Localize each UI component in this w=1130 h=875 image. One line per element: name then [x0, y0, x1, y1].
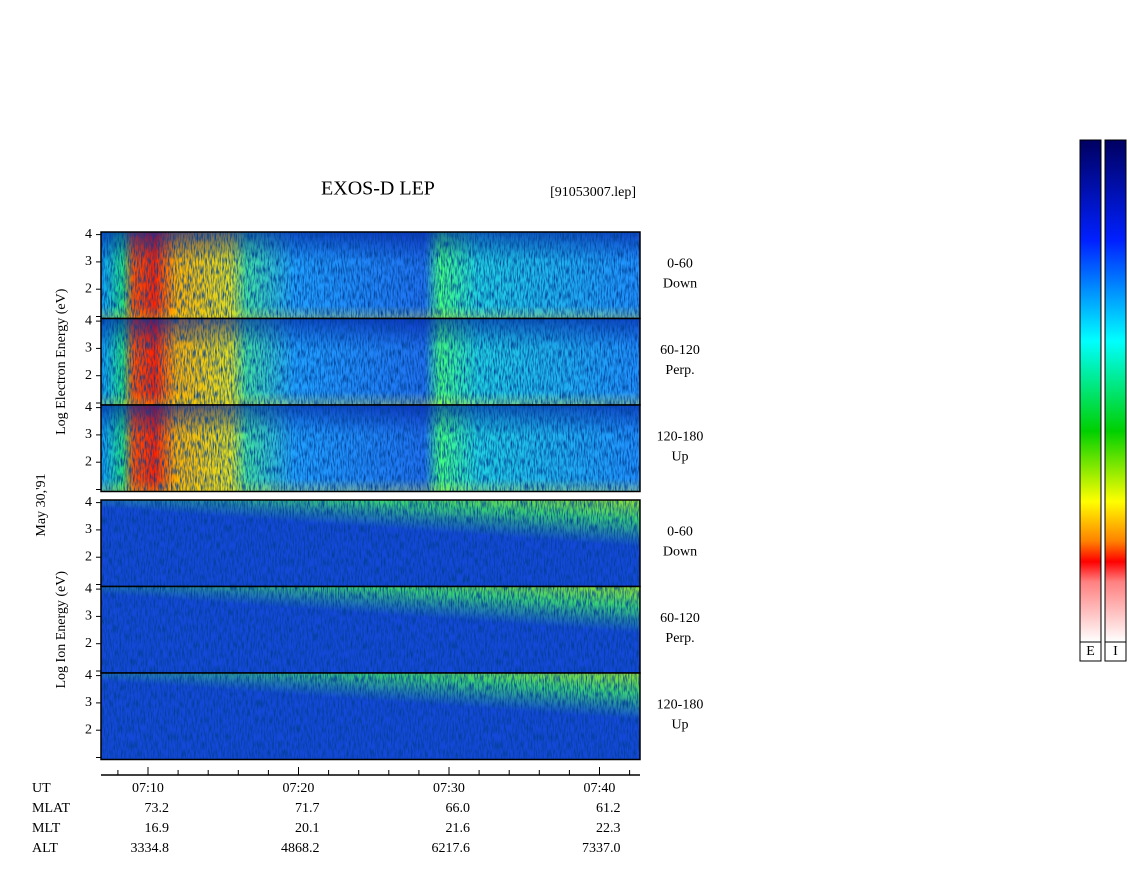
row-value: 6217.6: [432, 841, 471, 856]
panel-frame: [100, 672, 641, 761]
energy-tick-label: 4: [85, 313, 92, 328]
energy-tick-label: 3: [85, 341, 92, 356]
color-bar-label-box: [1104, 641, 1127, 662]
row-value: 73.2: [145, 801, 170, 816]
row-value: 66.0: [446, 801, 471, 816]
energy-tick-label: 3: [85, 522, 92, 537]
energy-tick-label: 4: [85, 581, 92, 596]
row-value: 61.2: [596, 801, 621, 816]
row-name: UT: [32, 781, 51, 796]
pitch-angle: 0-60: [667, 256, 693, 271]
pitch-angle: 60-120: [660, 611, 700, 626]
row-value: 71.7: [295, 801, 320, 816]
energy-tick-label: 4: [85, 495, 92, 510]
energy-tick-label: 2: [85, 454, 92, 469]
time-label: 07:10: [132, 781, 164, 796]
spectrogram-noise: [101, 673, 640, 760]
date: May 30,'91: [34, 473, 49, 536]
panel-frame: [100, 404, 641, 493]
direction: Up: [671, 717, 688, 732]
spectrogram-noise: [101, 318, 640, 405]
color-bar: [1079, 139, 1102, 643]
energy-tick-label: 3: [85, 427, 92, 442]
spectrogram-noise: [101, 232, 640, 319]
direction: Perp.: [665, 631, 694, 646]
direction: Down: [663, 276, 697, 291]
spectrogram-noise: [101, 405, 640, 492]
energy-tick-label: 3: [85, 695, 92, 710]
energy-tick-label: 2: [85, 549, 92, 564]
energy-tick-label: 2: [85, 636, 92, 651]
spectrogram-noise: [101, 586, 640, 673]
energy-tick-label: 2: [85, 281, 92, 296]
direction: Perp.: [665, 363, 694, 378]
row-value: 16.9: [145, 821, 170, 836]
row-value: 7337.0: [582, 841, 621, 856]
energy-tick-label: 4: [85, 227, 92, 242]
title: EXOS-D LEP: [321, 178, 435, 200]
direction: Down: [663, 544, 697, 559]
direction: Up: [671, 449, 688, 464]
energy-tick-label: 3: [85, 254, 92, 269]
pitch-angle: 120-180: [657, 697, 704, 712]
row-value: 21.6: [446, 821, 471, 836]
row-value: 20.1: [295, 821, 320, 836]
color-bar-label: E: [1086, 644, 1095, 659]
row-name: MLAT: [32, 801, 71, 816]
axis-label: Log Electron Energy (eV): [54, 288, 69, 435]
energy-tick-label: 4: [85, 668, 92, 683]
time-label: 07:20: [283, 781, 315, 796]
pitch-angle: 60-120: [660, 343, 700, 358]
pitch-angle: 120-180: [657, 429, 704, 444]
energy-tick-label: 2: [85, 368, 92, 383]
color-bar-label-box: [1079, 641, 1102, 662]
time-label: 07:40: [584, 781, 616, 796]
spectrogram-noise: [101, 500, 640, 587]
row-value: 22.3: [596, 821, 621, 836]
row-value: 4868.2: [281, 841, 320, 856]
energy-tick-label: 3: [85, 609, 92, 624]
pitch-angle: 0-60: [667, 524, 693, 539]
time-label: 07:30: [433, 781, 465, 796]
row-name: MLT: [32, 821, 61, 836]
row-name: ALT: [32, 841, 58, 856]
energy-tick-label: 2: [85, 722, 92, 737]
row-value: 3334.8: [131, 841, 170, 856]
file-name: [91053007.lep]: [550, 185, 636, 200]
color-bar-label: I: [1113, 644, 1118, 659]
color-bar: [1104, 139, 1127, 643]
energy-tick-label: 4: [85, 400, 92, 415]
axis-label: Log Ion Energy (eV): [54, 571, 69, 689]
